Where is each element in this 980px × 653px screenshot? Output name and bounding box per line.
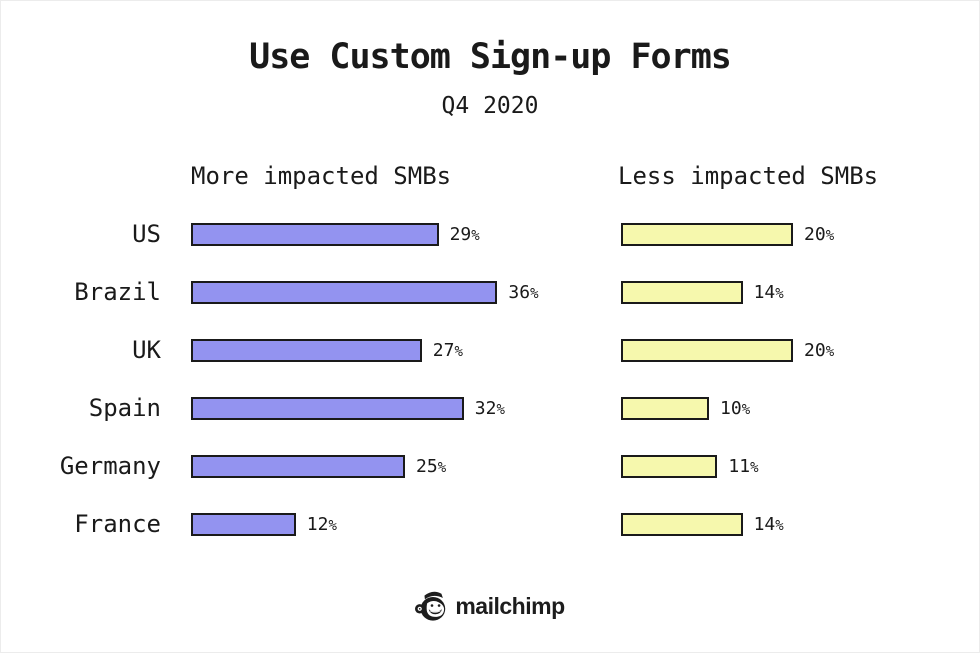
bar-segment bbox=[621, 280, 743, 304]
value-suffix: % bbox=[741, 401, 751, 418]
value-label: 14% bbox=[753, 513, 784, 535]
bar-segment bbox=[621, 512, 743, 536]
bar-segment bbox=[621, 338, 793, 362]
chart-panel-less-impacted: 20% 14% 20% 10% 11% 14% bbox=[621, 205, 834, 553]
bar-row: 10% bbox=[621, 379, 834, 437]
value-suffix: % bbox=[750, 459, 759, 476]
value-label: 20% bbox=[804, 339, 835, 361]
bar-segment bbox=[621, 454, 718, 478]
value-label: 10% bbox=[720, 397, 751, 419]
value-label: 36% bbox=[508, 281, 539, 303]
category-label: Brazil bbox=[74, 278, 161, 306]
bar-row: Brazil 36% bbox=[31, 263, 539, 321]
value-suffix: % bbox=[775, 285, 784, 302]
mailchimp-wordmark: mailchimp bbox=[455, 592, 565, 619]
mailchimp-logo: mailchimp bbox=[1, 589, 979, 623]
chart-panel-more-impacted: US 29% Brazil 36% UK 27% Spain 32% Germany 25% Fra… bbox=[31, 205, 539, 553]
value-label: 27% bbox=[432, 339, 463, 361]
mailchimp-freddie-icon bbox=[415, 591, 446, 621]
chart-title: Use Custom Sign-up Forms bbox=[249, 37, 732, 77]
value-label: 29% bbox=[449, 223, 480, 245]
bar-segment bbox=[191, 512, 296, 536]
value-suffix: % bbox=[825, 343, 835, 360]
series-header-less-impacted: Less impacted SMBs bbox=[618, 162, 879, 190]
bar-segment bbox=[191, 280, 498, 304]
value-suffix: % bbox=[775, 517, 784, 534]
bar-row: Germany 25% bbox=[31, 437, 539, 495]
bar-row: 20% bbox=[621, 205, 834, 263]
category-label: France bbox=[74, 510, 161, 538]
bar-row: 14% bbox=[621, 263, 834, 321]
value-suffix: % bbox=[825, 227, 835, 244]
value-suffix: % bbox=[496, 401, 505, 418]
bar-segment bbox=[191, 396, 464, 420]
bar-row: 14% bbox=[621, 495, 834, 553]
category-label: UK bbox=[132, 336, 161, 364]
value-suffix: % bbox=[437, 459, 447, 476]
bar-row: 11% bbox=[621, 437, 834, 495]
chart-subtitle: Q4 2020 bbox=[441, 93, 539, 119]
value-label: 11% bbox=[728, 455, 759, 477]
bar-row: Spain 32% bbox=[31, 379, 539, 437]
bar-segment bbox=[191, 222, 439, 246]
series-header-more-impacted: More impacted SMBs bbox=[191, 162, 452, 190]
bar-segment bbox=[191, 454, 405, 478]
bar-segment bbox=[621, 222, 793, 246]
category-label: US bbox=[132, 220, 161, 248]
bar-row: UK 27% bbox=[31, 321, 539, 379]
bar-segment bbox=[191, 338, 422, 362]
value-label: 25% bbox=[416, 455, 447, 477]
bar-segment bbox=[621, 396, 709, 420]
bar-row: France 12% bbox=[31, 495, 539, 553]
value-label: 32% bbox=[474, 397, 505, 419]
value-suffix: % bbox=[471, 227, 480, 244]
value-label: 20% bbox=[804, 223, 835, 245]
bar-row: 20% bbox=[621, 321, 834, 379]
value-label: 12% bbox=[306, 513, 337, 535]
category-label: Germany bbox=[59, 452, 161, 480]
value-label: 14% bbox=[753, 281, 784, 303]
value-suffix: % bbox=[454, 343, 463, 360]
value-suffix: % bbox=[530, 285, 539, 302]
category-label: Spain bbox=[88, 394, 161, 422]
bar-row: US 29% bbox=[31, 205, 539, 263]
value-suffix: % bbox=[328, 517, 337, 534]
